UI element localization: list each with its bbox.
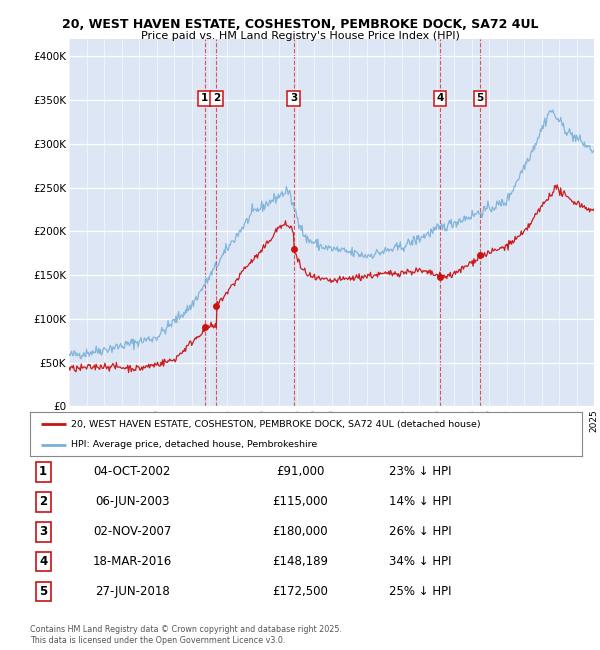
Text: £172,500: £172,500 bbox=[272, 585, 328, 598]
Text: 3: 3 bbox=[290, 94, 297, 103]
Text: 1: 1 bbox=[39, 465, 47, 478]
Text: 25% ↓ HPI: 25% ↓ HPI bbox=[389, 585, 451, 598]
Text: 5: 5 bbox=[476, 94, 484, 103]
Text: £115,000: £115,000 bbox=[272, 495, 328, 508]
Text: 4: 4 bbox=[436, 94, 444, 103]
Text: 2: 2 bbox=[39, 495, 47, 508]
Text: £180,000: £180,000 bbox=[272, 525, 328, 538]
Text: Contains HM Land Registry data © Crown copyright and database right 2025.
This d: Contains HM Land Registry data © Crown c… bbox=[30, 625, 342, 645]
Text: 5: 5 bbox=[39, 585, 47, 598]
Text: 4: 4 bbox=[39, 555, 47, 568]
Text: 04-OCT-2002: 04-OCT-2002 bbox=[94, 465, 170, 478]
Text: Price paid vs. HM Land Registry's House Price Index (HPI): Price paid vs. HM Land Registry's House … bbox=[140, 31, 460, 40]
Text: 27-JUN-2018: 27-JUN-2018 bbox=[95, 585, 169, 598]
Text: 20, WEST HAVEN ESTATE, COSHESTON, PEMBROKE DOCK, SA72 4UL (detached house): 20, WEST HAVEN ESTATE, COSHESTON, PEMBRO… bbox=[71, 420, 481, 429]
Text: £148,189: £148,189 bbox=[272, 555, 328, 568]
Text: 20, WEST HAVEN ESTATE, COSHESTON, PEMBROKE DOCK, SA72 4UL: 20, WEST HAVEN ESTATE, COSHESTON, PEMBRO… bbox=[62, 18, 538, 31]
Text: 3: 3 bbox=[39, 525, 47, 538]
Text: 26% ↓ HPI: 26% ↓ HPI bbox=[389, 525, 451, 538]
Text: 14% ↓ HPI: 14% ↓ HPI bbox=[389, 495, 451, 508]
Text: 02-NOV-2007: 02-NOV-2007 bbox=[93, 525, 171, 538]
Text: 1: 1 bbox=[201, 94, 208, 103]
Text: 23% ↓ HPI: 23% ↓ HPI bbox=[389, 465, 451, 478]
Text: 06-JUN-2003: 06-JUN-2003 bbox=[95, 495, 169, 508]
Text: HPI: Average price, detached house, Pembrokeshire: HPI: Average price, detached house, Pemb… bbox=[71, 440, 317, 449]
Text: 2: 2 bbox=[213, 94, 220, 103]
Text: £91,000: £91,000 bbox=[276, 465, 324, 478]
Text: 18-MAR-2016: 18-MAR-2016 bbox=[92, 555, 172, 568]
Text: 34% ↓ HPI: 34% ↓ HPI bbox=[389, 555, 451, 568]
